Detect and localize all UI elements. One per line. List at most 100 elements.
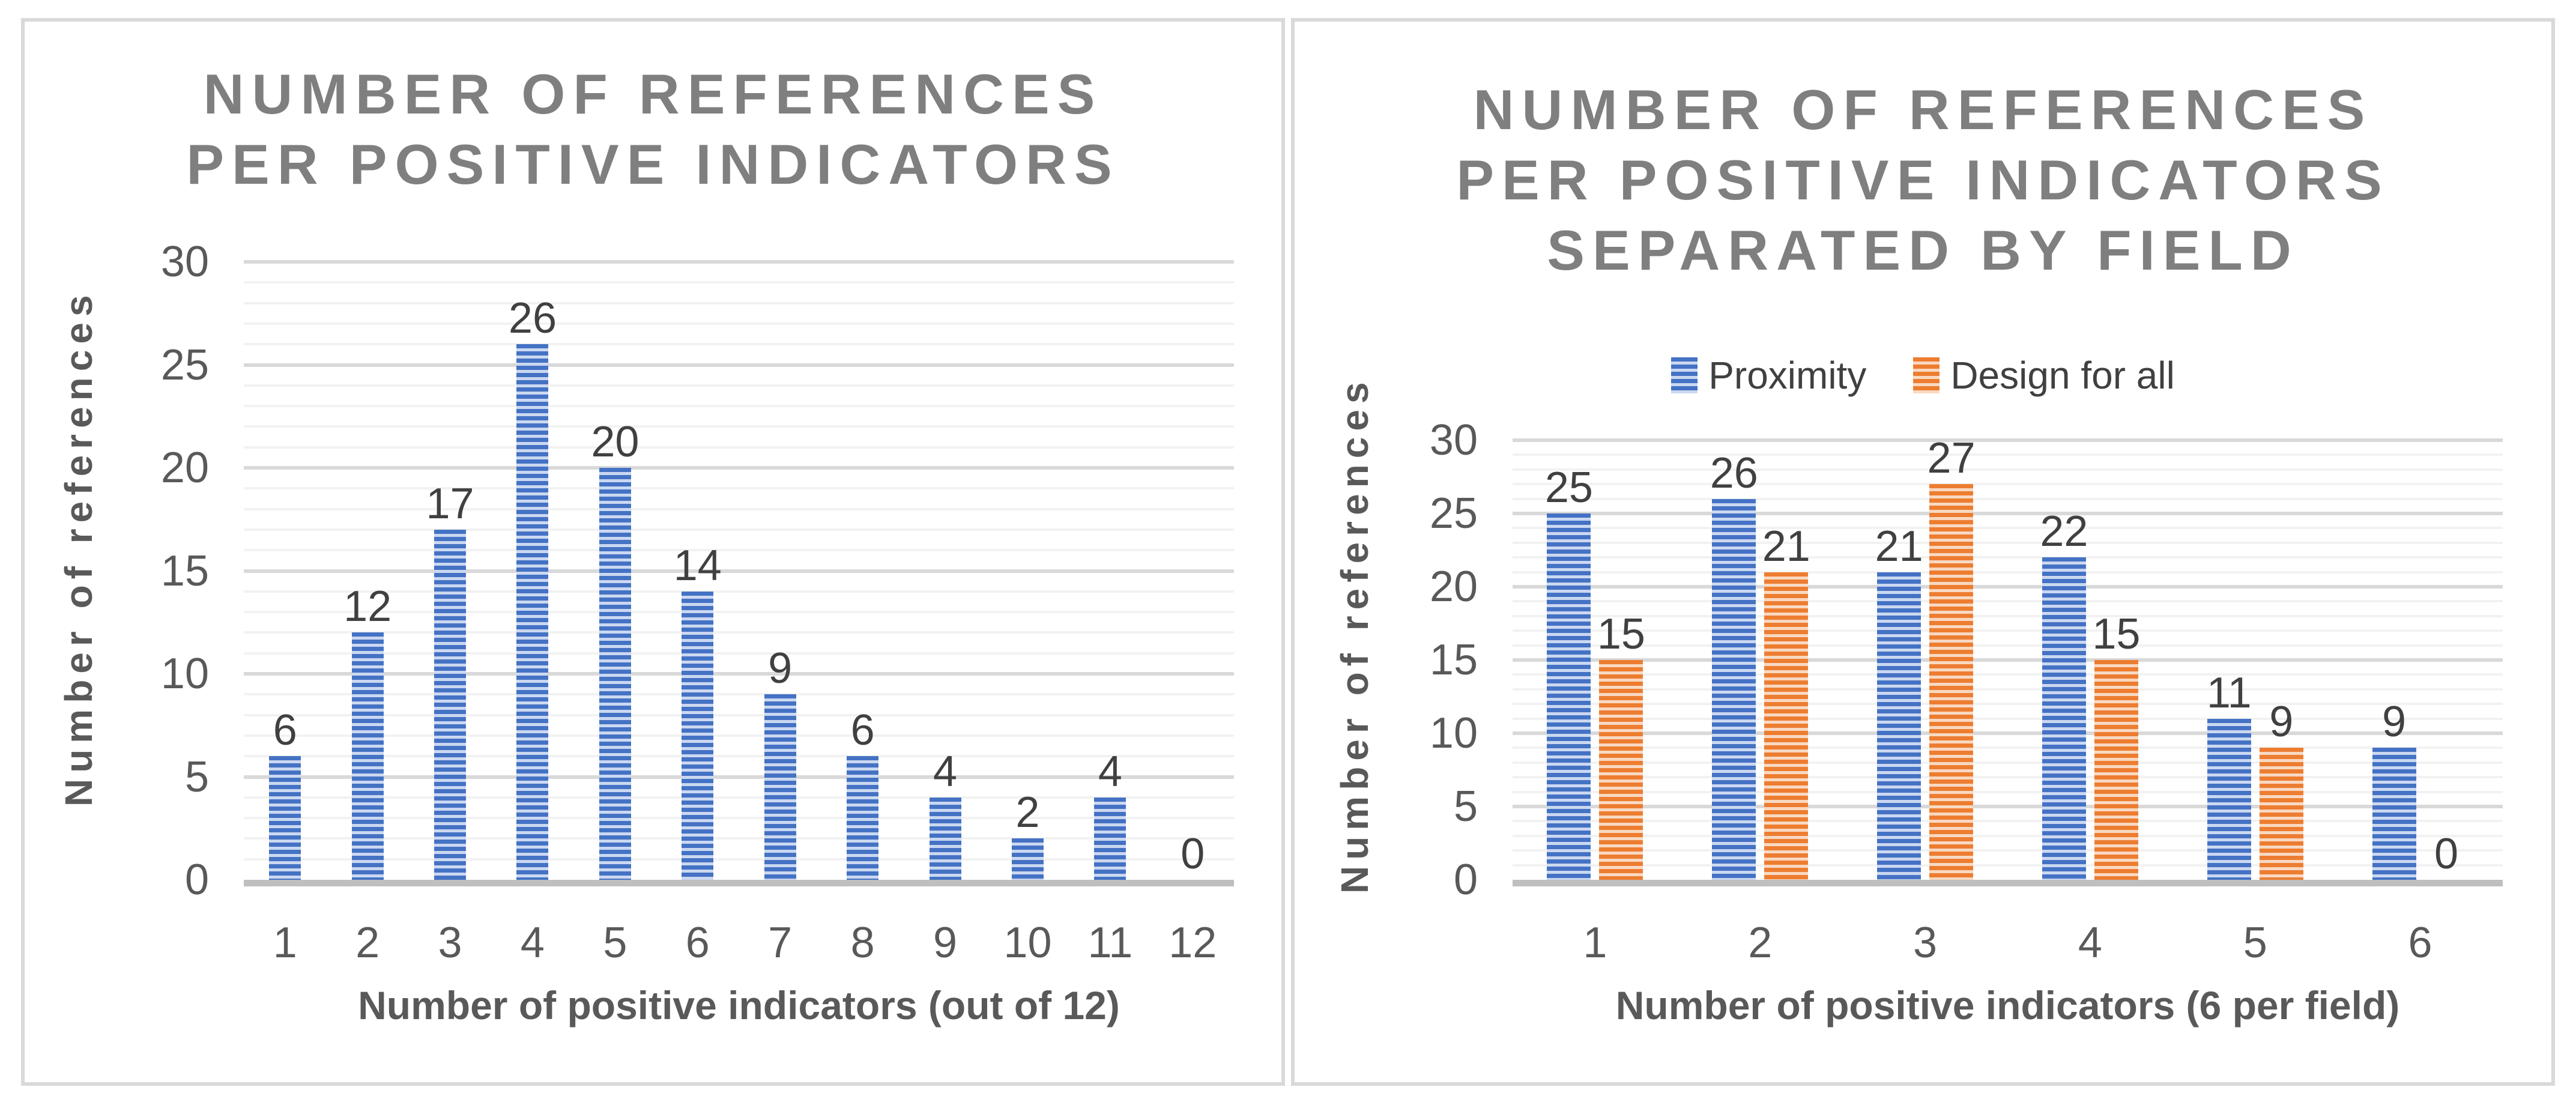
gridline: [244, 343, 1234, 346]
y-axis-title: Number of references: [57, 289, 100, 807]
gridline: [244, 487, 1234, 490]
chart-title-line: PER POSITIVE INDICATORS: [1456, 148, 2390, 211]
gridline: [1513, 658, 2503, 662]
y-axis-tick-label: 5: [1453, 783, 1478, 831]
x-axis-tick-label: 5: [603, 919, 627, 967]
bar: [2207, 719, 2251, 880]
gridline: [1513, 556, 2503, 559]
gridline: [244, 322, 1234, 325]
bar-value-label: 9: [768, 644, 793, 692]
x-axis-tick-label: 12: [1169, 919, 1217, 967]
x-axis-tick-label: 1: [273, 919, 297, 967]
x-axis-tick-label: 5: [2243, 919, 2267, 967]
gridline: [244, 260, 1234, 264]
gridline: [1513, 703, 2503, 706]
gridline: [244, 672, 1234, 676]
bar: [2042, 557, 2086, 880]
gridline: [244, 817, 1234, 820]
x-axis-tick-label: 9: [933, 919, 958, 967]
gridline: [1513, 820, 2503, 823]
gridline: [1513, 864, 2503, 867]
bar: [1764, 572, 1809, 880]
gridline: [244, 281, 1234, 284]
x-axis-tick-label: 3: [438, 919, 462, 967]
gridline: [1513, 600, 2503, 603]
bar-value-label: 12: [343, 583, 392, 631]
y-axis-tick-label: 30: [160, 238, 209, 286]
chart-title: NUMBER OF REFERENCES PER POSITIVE INDICA…: [1295, 74, 2551, 285]
x-axis-tick-label: 4: [520, 919, 545, 967]
design-for-all-series-swatch-icon: [1913, 357, 1940, 393]
y-axis-tick-label: 0: [184, 856, 209, 904]
gridline: [244, 384, 1234, 387]
gridline: [244, 734, 1234, 737]
bar: [1094, 798, 1126, 880]
gridline: [244, 631, 1234, 634]
gridline: [244, 466, 1234, 470]
bar-value-label: 26: [1710, 449, 1758, 497]
bar-value-label: 17: [426, 480, 474, 528]
y-axis-tick-label: 30: [1429, 416, 1478, 464]
x-axis-tick-label: 6: [2408, 919, 2432, 967]
chart-panel-left: NUMBER OF REFERENCES PER POSITIVE INDICA…: [21, 18, 1285, 1086]
gridline: [1513, 849, 2503, 852]
gridline: [244, 549, 1234, 552]
gridline: [1513, 790, 2503, 793]
x-axis-tick-label: 6: [685, 919, 710, 967]
x-axis-tick-label: 2: [1748, 919, 1773, 967]
gridline: [1513, 614, 2503, 617]
bar: [1011, 838, 1044, 880]
bar: [1712, 499, 1756, 880]
bar-value-label: 0: [1181, 830, 1205, 878]
gridline: [1513, 483, 2503, 486]
gridline: [244, 858, 1234, 861]
gridline: [1513, 776, 2503, 779]
gridline: [244, 796, 1234, 799]
gridline: [1513, 746, 2503, 749]
bar-value-label: 20: [591, 418, 639, 466]
bar-value-label: 22: [2040, 507, 2088, 556]
gridline: [244, 507, 1234, 510]
bar: [682, 592, 714, 880]
x-axis-tick-label: 1: [1583, 919, 1607, 967]
bar: [764, 694, 796, 880]
gridline: [1513, 541, 2503, 544]
bar-value-label: 9: [2269, 698, 2294, 746]
bar: [516, 344, 549, 880]
bar: [351, 632, 384, 880]
gridline: [1513, 468, 2503, 471]
y-axis-tick-label: 0: [1453, 856, 1478, 904]
bar: [2259, 748, 2303, 880]
gridline: [1513, 644, 2503, 647]
gridline: [244, 569, 1234, 573]
bar-value-label: 4: [1098, 748, 1122, 796]
gridline: [244, 425, 1234, 428]
x-axis-line: [244, 880, 1234, 886]
bar: [1599, 660, 1643, 880]
bar-value-label: 27: [1927, 434, 1976, 482]
chart-title-line: SEPARATED BY FIELD: [1547, 219, 2299, 282]
x-axis-tick-label: 2: [355, 919, 380, 967]
bar-value-label: 26: [508, 294, 557, 342]
bar-value-label: 25: [1544, 464, 1593, 512]
gridline: [1513, 453, 2503, 456]
gridline: [244, 405, 1234, 408]
gridline: [244, 713, 1234, 716]
gridline: [1513, 688, 2503, 691]
gridline: [1513, 805, 2503, 808]
gridline: [244, 755, 1234, 758]
gridline: [1513, 571, 2503, 574]
y-axis-tick-label: 20: [160, 444, 209, 492]
legend-item-proximity: Proximity: [1671, 353, 1866, 398]
x-axis-tick-label: 8: [850, 919, 875, 967]
bar-value-label: 6: [850, 706, 875, 754]
gridline: [244, 446, 1234, 449]
y-axis-tick-label: 10: [160, 650, 209, 698]
gridline: [1513, 629, 2503, 632]
x-axis-title: Number of positive indicators (out of 12…: [358, 983, 1120, 1028]
bar: [1929, 484, 1974, 880]
x-axis-tick-label: 11: [1087, 919, 1133, 967]
x-axis-line: [1513, 880, 2503, 886]
proximity-series-swatch-icon: [1671, 357, 1698, 393]
chart-title-line: NUMBER OF REFERENCES: [1473, 78, 2373, 141]
